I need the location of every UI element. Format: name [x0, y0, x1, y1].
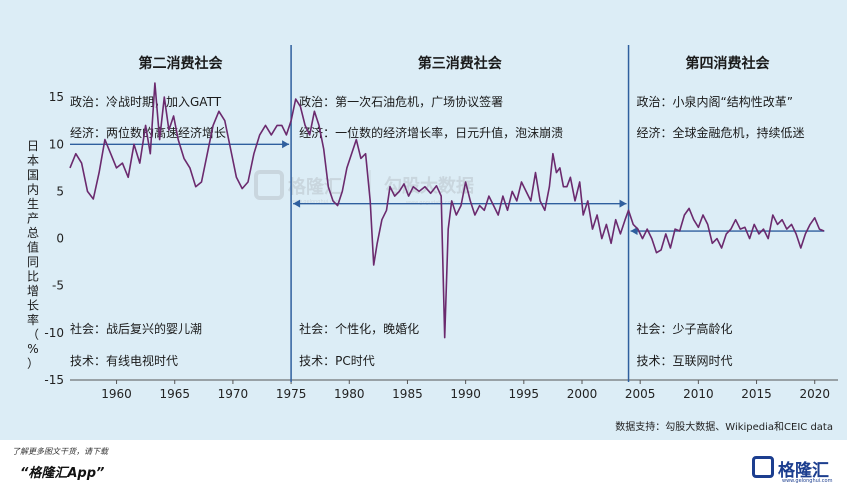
era-technology-2: 技术：互联网时代 [637, 354, 733, 368]
x-tick-label-1: 1965 [159, 387, 190, 401]
gdp-growth-line [69, 82, 825, 339]
y-axis-label-char-11: 长 [27, 299, 39, 313]
y-tick-label-1: -10 [44, 326, 64, 340]
era-avg-arrow-left-1 [293, 199, 301, 208]
x-tick-label-11: 2015 [741, 387, 772, 401]
x-tick-label-5: 1985 [392, 387, 423, 401]
y-axis-label-char-8: 同 [27, 255, 39, 269]
x-tick-label-12: 2020 [799, 387, 830, 401]
y-axis-label-char-15: ） [27, 357, 39, 371]
x-tick-label-10: 2010 [683, 387, 714, 401]
era-politics-1: 政治：第一次石油危机，广场协议签署 [299, 94, 503, 109]
footer-app-name[interactable]: “格隆汇App” [20, 466, 105, 481]
era-society-2: 社会：少子高龄化 [637, 321, 733, 336]
footer-logo-url: www.gelonghui.com [782, 478, 833, 484]
y-axis-label-char-13: （ [27, 328, 39, 342]
x-tick-label-2: 1970 [218, 387, 249, 401]
y-axis-label-char-12: 率 [27, 312, 39, 327]
y-axis-label-char-14: % [27, 342, 38, 356]
watermark-logo-icon [254, 170, 284, 200]
y-axis-label-char-2: 国 [27, 168, 39, 182]
era-avg-arrow-left-2 [630, 227, 638, 236]
era-economy-1: 经济：一位数的经济增长率，日元升值，泡沫崩溃 [299, 125, 563, 140]
footer-logo-text: 格隆汇 [778, 461, 829, 481]
era-title-1: 第三消费社会 [418, 55, 503, 72]
footer-banner: 了解更多图文干货，请下载 “格隆汇App” 格隆汇 www.gelonghui.… [0, 440, 847, 496]
era-society-1: 社会：个性化，晚婚化 [299, 321, 419, 336]
era-politics-0: 政治：冷战时期，加入GATT [70, 95, 222, 109]
y-tick-label-4: 5 [56, 184, 64, 198]
era-society-0: 社会：战后复兴的婴儿潮 [70, 321, 202, 336]
y-axis-label-char-0: 日 [27, 139, 39, 153]
era-technology-0: 技术：有线电视时代 [70, 353, 178, 368]
x-tick-label-0: 1960 [101, 387, 132, 401]
gdp-growth-chart: 格隆汇www.gelonghui.com勾股大数据www.gogudata.co… [27, 45, 838, 433]
y-axis-label-char-6: 总 [27, 226, 39, 240]
footer-download-prompt: 了解更多图文干货，请下载 [12, 447, 108, 456]
x-tick-label-3: 1975 [276, 387, 307, 401]
era-politics-2: 政治：小泉内阁“结构性改革” [637, 94, 793, 109]
era-economy-0: 经济：两位数的高速经济增长 [70, 125, 226, 140]
x-tick-label-8: 2000 [567, 387, 598, 401]
x-tick-label-7: 1995 [509, 387, 540, 401]
y-axis-label-char-9: 比 [27, 270, 39, 284]
y-axis-label-char-7: 值 [27, 240, 39, 255]
era-avg-arrow-right-1 [619, 199, 627, 208]
y-tick-label-5: 10 [49, 137, 64, 151]
data-source: 数据支持：勾股大数据、Wikipedia和CEIC data [615, 420, 833, 433]
x-tick-label-6: 1990 [450, 387, 481, 401]
y-tick-label-0: -15 [44, 373, 64, 387]
y-axis-label-char-3: 内 [27, 183, 39, 197]
y-tick-label-2: -5 [52, 279, 64, 293]
watermark-brand-url: www.gelonghui.com [290, 199, 341, 205]
chart-figure: 格隆汇www.gelonghui.com勾股大数据www.gogudata.co… [26, 45, 838, 433]
era-economy-2: 经济：全球金融危机，持续低迷 [637, 125, 805, 140]
era-technology-1: 技术：PC时代 [299, 354, 375, 368]
logo-g-icon [752, 456, 774, 478]
footer-logo: 格隆汇 www.gelonghui.com [752, 454, 836, 486]
y-axis-label-char-5: 产 [27, 212, 39, 226]
era-title-0: 第二消费社会 [139, 55, 224, 72]
era-title-2: 第四消费社会 [685, 55, 770, 72]
y-axis-label-char-1: 本 [27, 154, 39, 168]
y-tick-label-3: 0 [56, 232, 64, 246]
y-axis-label-char-10: 增 [27, 284, 39, 298]
watermark-brand: 格隆汇 [288, 176, 342, 198]
x-tick-label-4: 1980 [334, 387, 365, 401]
era-avg-arrow-right-0 [282, 140, 290, 149]
y-axis-label-char-4: 生 [27, 197, 39, 211]
x-tick-label-9: 2005 [625, 387, 656, 401]
y-tick-label-6: 15 [49, 90, 64, 104]
